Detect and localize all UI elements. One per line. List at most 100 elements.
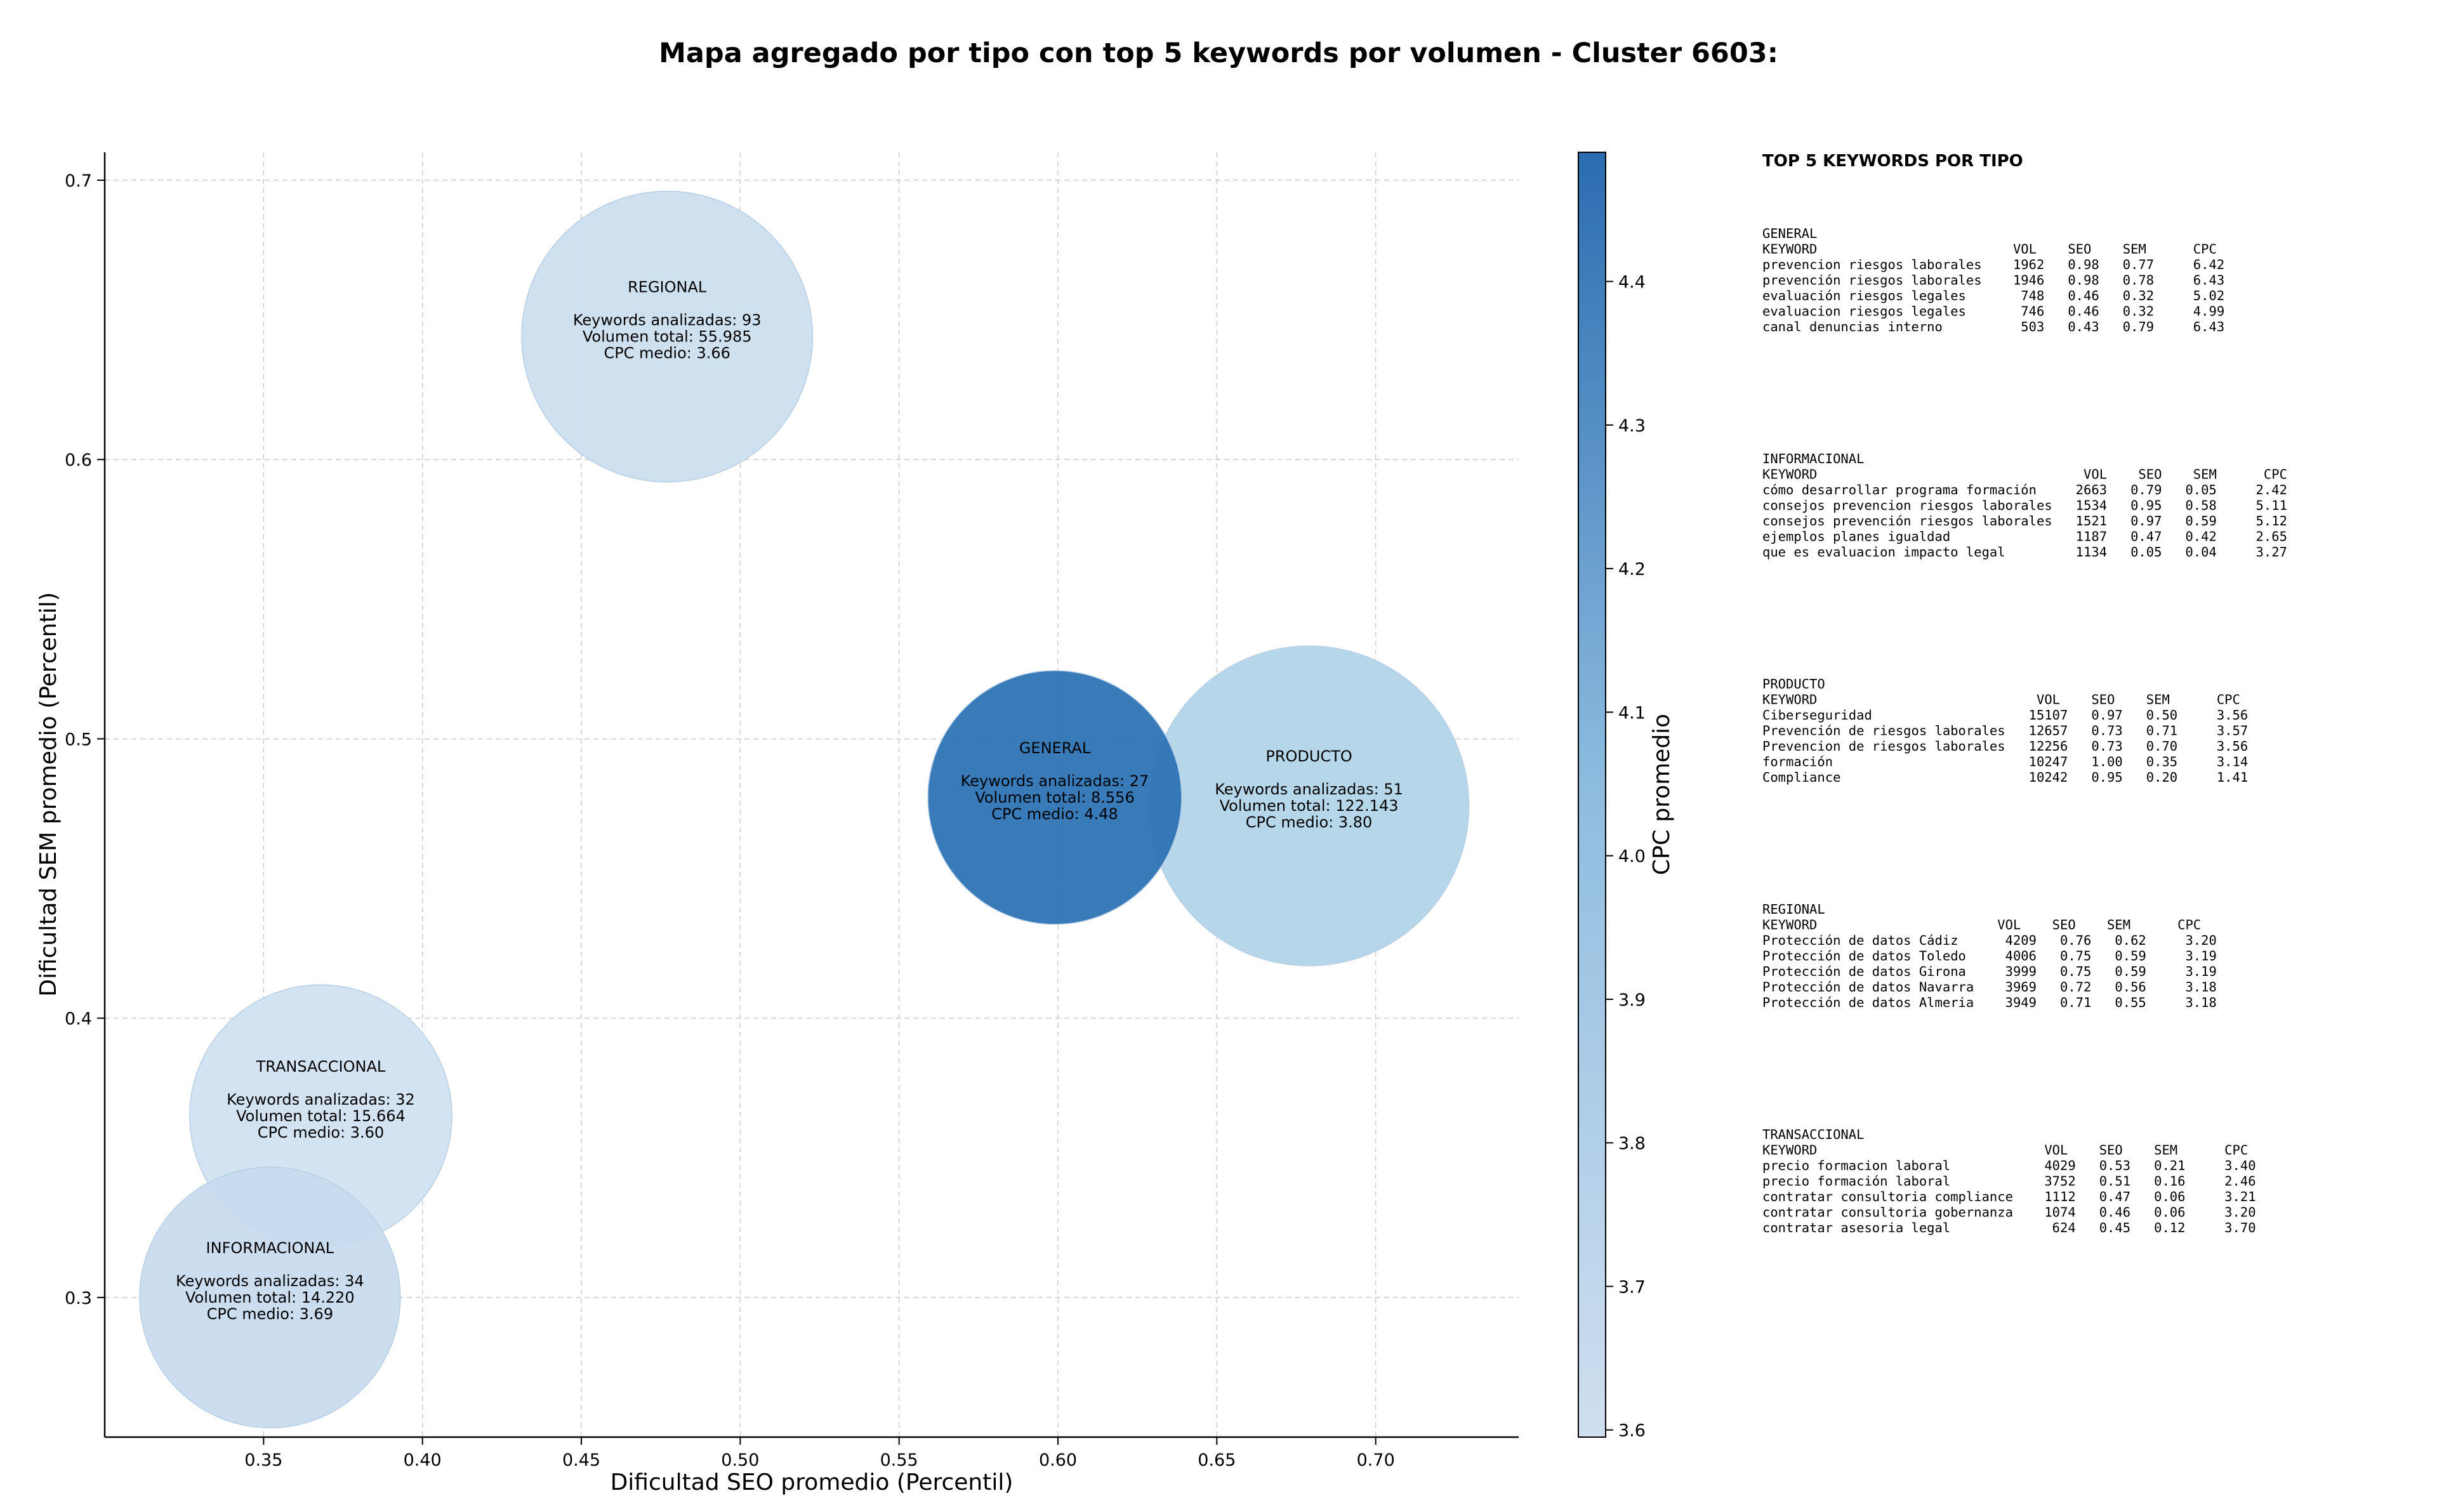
bubble-informacional: INFORMACIONAL Keywords analizadas: 34Volu… [139, 1166, 401, 1429]
x-tick-label: 0.70 [1357, 1450, 1395, 1470]
keyword-row: prevencion riesgos laborales 1962 0.98 0… [1762, 257, 2224, 272]
keyword-row: evaluación riesgos legales 748 0.46 0.32… [1762, 288, 2224, 303]
x-tick-label: 0.45 [562, 1450, 600, 1470]
colorbar-tick-label: 4.0 [1618, 847, 1646, 867]
x-tick-label: 0.50 [721, 1450, 759, 1470]
colorbar-tick-label: 3.6 [1618, 1421, 1646, 1441]
bubble-stat: Keywords analizadas: 32 [227, 1091, 415, 1108]
keyword-row: consejos prevención riesgos laborales 15… [1762, 513, 2287, 529]
bubble-stat: CPC medio: 3.66 [604, 345, 730, 362]
bubble-stat: CPC medio: 4.48 [991, 805, 1118, 823]
group-header: KEYWORD VOL SEO SEM CPC [1762, 467, 2287, 482]
keyword-row: Prevención de riesgos laborales 12657 0.… [1762, 723, 2248, 739]
colorbar [1578, 152, 1606, 1438]
chart-title: Mapa agregado por tipo con top 5 keyword… [659, 37, 1778, 69]
y-tick-label: 0.7 [65, 171, 92, 191]
y-tick-label: 0.5 [65, 730, 92, 749]
colorbar-tick-label: 4.2 [1618, 560, 1646, 579]
keyword-row: contratar asesoria legal 624 0.45 0.12 3… [1762, 1220, 2256, 1235]
colorbar-tick-label: 3.7 [1618, 1277, 1646, 1297]
bubble-stat: CPC medio: 3.60 [258, 1124, 385, 1141]
keyword-row: formación 10247 1.00 0.35 3.14 [1762, 754, 2248, 770]
colorbar-tick-label: 4.3 [1618, 416, 1646, 436]
x-tick-label: 0.35 [244, 1450, 282, 1470]
bubble-stat: Volumen total: 8.556 [975, 789, 1134, 806]
keyword-row: canal denuncias interno 503 0.43 0.79 6.… [1762, 319, 2224, 334]
bubble-label: TRANSACCIONAL [256, 1058, 386, 1075]
bubble-circle [521, 190, 814, 483]
keyword-row: precio formacion laboral 4029 0.53 0.21 … [1762, 1158, 2256, 1173]
group-header: KEYWORD VOL SEO SEM CPC [1762, 242, 2217, 257]
group-name: REGIONAL [1762, 902, 1825, 917]
y-axis-label: Dificultad SEM promedio (Percentil) [36, 592, 62, 997]
x-tick-label: 0.65 [1198, 1450, 1236, 1470]
bubble-stat: Keywords analizadas: 34 [176, 1272, 364, 1290]
keyword-row: Protección de datos Cádiz 4209 0.76 0.62… [1762, 933, 2217, 948]
keyword-row: contratar consultoria compliance 1112 0.… [1762, 1189, 2256, 1204]
group-header: KEYWORD VOL SEO SEM CPC [1762, 917, 2201, 933]
side-panel-title: TOP 5 KEYWORDS POR TIPO [1762, 152, 2023, 171]
bubble-stat: Keywords analizadas: 93 [573, 312, 762, 329]
keyword-row: Protección de datos Toledo 4006 0.75 0.5… [1762, 949, 2217, 964]
keyword-row: precio formación laboral 3752 0.51 0.16 … [1762, 1174, 2256, 1189]
y-tick-label: 0.6 [65, 450, 92, 470]
x-tick-label: 0.55 [880, 1450, 918, 1470]
bubble-stat: Keywords analizadas: 27 [961, 772, 1149, 790]
bubble-stat: Keywords analizadas: 51 [1215, 780, 1403, 798]
colorbar-tick-label: 3.8 [1618, 1134, 1646, 1154]
keyword-row: cómo desarrollar programa formación 2663… [1762, 482, 2287, 497]
group-name: TRANSACCIONAL [1762, 1127, 1864, 1142]
x-axis-label: Dificultad SEO promedio (Percentil) [611, 1469, 1014, 1496]
y-tick-label: 0.4 [65, 1009, 92, 1029]
group-name: INFORMACIONAL [1762, 451, 1864, 466]
bubble-stat: Volumen total: 55.985 [583, 328, 752, 346]
bubble-label: REGIONAL [628, 279, 707, 296]
y-tick-label: 0.3 [65, 1289, 92, 1308]
bubble-label: GENERAL [1019, 739, 1091, 757]
keyword-row: consejos prevencion riesgos laborales 15… [1762, 498, 2287, 513]
keyword-row: prevención riesgos laborales 1946 0.98 0… [1762, 273, 2224, 288]
group-header: KEYWORD VOL SEO SEM CPC [1762, 692, 2240, 707]
bubble-label: PRODUCTO [1265, 747, 1352, 765]
y-ticks: 0.3 0.4 0.5 0.6 0.7 [65, 171, 105, 1308]
bubble-stat: Volumen total: 15.664 [236, 1107, 406, 1125]
keyword-row: Ciberseguridad 15107 0.97 0.50 3.56 [1762, 707, 2248, 723]
keyword-row: Protección de datos Navarra 3969 0.72 0.… [1762, 980, 2217, 995]
colorbar-ticks: 3.6 3.7 3.8 3.9 4.0 4.1 4.2 4.3 4.4 [1606, 273, 1646, 1441]
keyword-row: Compliance 10242 0.95 0.20 1.41 [1762, 770, 2248, 785]
group-header: KEYWORD VOL SEO SEM CPC [1762, 1143, 2248, 1158]
bubble-circle [927, 670, 1182, 925]
colorbar-tick-label: 4.4 [1618, 273, 1646, 293]
colorbar-tick-label: 3.9 [1618, 990, 1646, 1010]
keyword-row: que es evaluacion impacto legal 1134 0.0… [1762, 544, 2287, 560]
bubble-stat: CPC medio: 3.69 [207, 1305, 334, 1323]
colorbar-label: CPC promedio [1649, 714, 1675, 875]
keyword-row: ejemplos planes igualdad 1187 0.47 0.42 … [1762, 529, 2287, 544]
x-tick-label: 0.60 [1039, 1450, 1077, 1470]
keyword-row: Protección de datos Almeria 3949 0.71 0.… [1762, 995, 2217, 1010]
keyword-row: contratar consultoria gobernanza 1074 0.… [1762, 1205, 2256, 1220]
bubble-stat: Volumen total: 14.220 [185, 1289, 355, 1306]
keyword-row: Protección de datos Girona 3999 0.75 0.5… [1762, 964, 2217, 979]
axes [103, 152, 1519, 1438]
keyword-row: evaluacion riesgos legales 746 0.46 0.32… [1762, 304, 2224, 319]
bubble-label: INFORMACIONAL [206, 1239, 334, 1257]
keyword-row: Prevencion de riesgos laborales 12256 0.… [1762, 739, 2248, 754]
group-name: PRODUCTO [1762, 676, 1825, 692]
bubble-stat: Volumen total: 122.143 [1220, 797, 1399, 815]
x-tick-label: 0.40 [404, 1450, 442, 1470]
bubble-stat: CPC medio: 3.80 [1246, 813, 1373, 831]
x-ticks: 0.35 0.40 0.45 0.50 0.55 0.60 0.65 0.70 [244, 1437, 1395, 1470]
bubble-circle [139, 1166, 401, 1429]
